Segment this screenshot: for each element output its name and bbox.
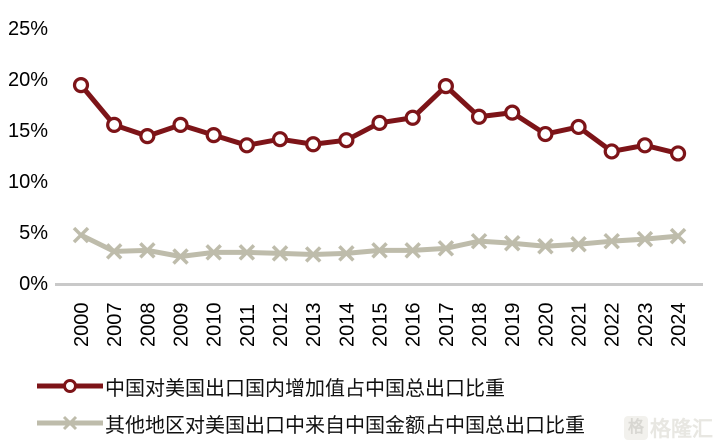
- y-tick-label: 20%: [8, 69, 48, 91]
- x-tick-label: 2024: [668, 303, 690, 348]
- legend-item-china-dva: 中国对美国出口国内增加值占中国总出口比重: [35, 371, 585, 401]
- data-point-marker: [470, 232, 488, 250]
- x-tick-label: 2019: [502, 303, 524, 348]
- data-point-marker: [537, 125, 554, 143]
- data-point-marker: [404, 242, 421, 259]
- data-point-marker: [404, 109, 421, 126]
- series-line-1: [79, 232, 679, 259]
- data-point-marker: [172, 116, 189, 134]
- data-point-marker: [636, 137, 653, 154]
- data-point-marker: [603, 232, 620, 250]
- x-tick-label: 2000: [71, 303, 93, 348]
- data-point-marker: [338, 245, 355, 262]
- x-tick-label: 2017: [436, 303, 458, 348]
- data-point-marker: [238, 244, 256, 261]
- y-tick-label: 5%: [19, 222, 48, 244]
- data-point-marker: [238, 137, 255, 154]
- y-tick-label: 15%: [8, 120, 48, 142]
- data-point-marker: [669, 227, 687, 245]
- x-tick-label: 2021: [569, 303, 591, 348]
- data-point-marker: [537, 238, 554, 255]
- data-point-marker: [72, 226, 90, 244]
- data-point-marker: [371, 114, 388, 131]
- x-tick-label: 2008: [137, 303, 159, 348]
- x-tick-label: 2007: [104, 303, 126, 348]
- data-point-marker: [636, 230, 654, 248]
- data-point-marker: [504, 104, 521, 121]
- legend-label: 其他地区对美国出口中来自中国金额占中国总出口比重: [105, 414, 585, 437]
- x-tick-label: 2013: [303, 303, 325, 348]
- x-tick-label: 2009: [171, 303, 193, 348]
- legend-label: 中国对美国出口国内增加值占中国总出口比重: [105, 377, 505, 400]
- x-tick-label: 2023: [635, 303, 657, 348]
- data-point-marker: [105, 243, 123, 260]
- data-point-marker: [305, 136, 322, 153]
- x-tick-label: 2020: [535, 303, 557, 348]
- data-point-marker: [570, 118, 587, 136]
- data-point-marker: [271, 131, 289, 148]
- x-tick-label: 2012: [270, 303, 292, 348]
- y-tick-label: 10%: [8, 171, 48, 193]
- data-point-marker: [139, 242, 156, 259]
- y-tick-label: 0%: [19, 273, 48, 295]
- data-point-marker: [371, 242, 388, 259]
- data-point-marker: [106, 116, 123, 134]
- data-point-marker: [503, 234, 521, 252]
- data-point-marker: [139, 128, 156, 145]
- legend-line-open-circle-icon: [37, 379, 103, 393]
- x-tick-label: 2014: [336, 303, 358, 348]
- x-tick-label: 2018: [469, 302, 491, 347]
- x-tick-label: 2016: [403, 303, 425, 348]
- data-point-marker: [570, 236, 587, 253]
- data-point-marker: [437, 240, 455, 257]
- x-tick-label: 2022: [602, 303, 624, 348]
- data-point-marker: [172, 248, 189, 265]
- legend-line-x-marker-icon: [37, 415, 103, 431]
- data-point-marker: [304, 246, 322, 263]
- x-tick-label: 2010: [204, 303, 226, 348]
- data-point-marker: [271, 245, 289, 262]
- x-tick-label: 2011: [237, 304, 259, 347]
- data-point-marker: [437, 78, 454, 95]
- chart-legend: 中国对美国出口国内增加值占中国总出口比重 其他地区对美国出口中来自中国金额占中国…: [35, 371, 585, 438]
- data-point-marker: [72, 77, 90, 94]
- data-point-marker: [603, 143, 620, 160]
- y-tick-label: 25%: [8, 18, 48, 40]
- data-point-marker: [205, 127, 222, 144]
- data-point-marker: [470, 108, 488, 125]
- data-point-marker: [669, 145, 687, 162]
- legend-item-other-regions: 其他地区对美国出口中来自中国金额占中国总出口比重: [35, 408, 585, 438]
- x-tick-label: 2015: [370, 303, 392, 348]
- data-point-marker: [205, 244, 222, 261]
- data-point-marker: [338, 132, 355, 149]
